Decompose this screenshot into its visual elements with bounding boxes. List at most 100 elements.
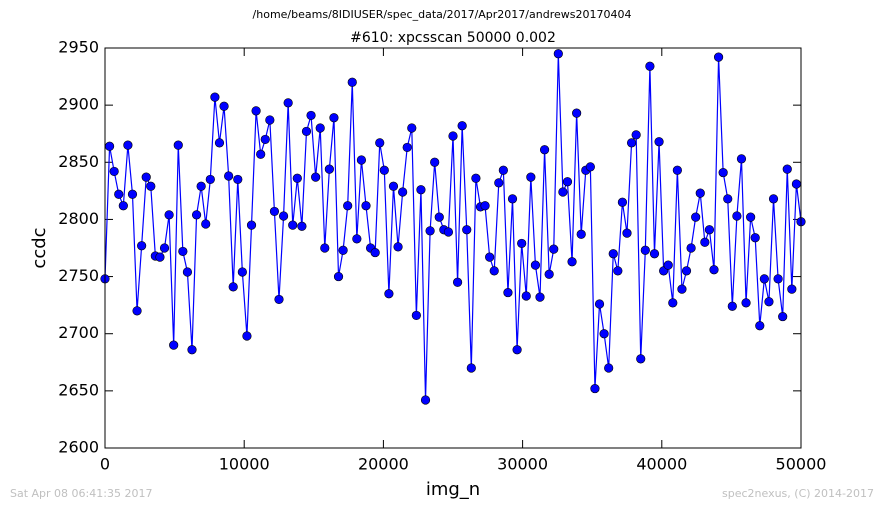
chart-suptitle: /home/beams/8IDIUSER/spec_data/2017/Apr2… [253,8,632,21]
data-point [787,284,797,294]
data-point [503,287,513,298]
data-point [558,187,568,197]
data-point [750,233,760,243]
data-point [379,165,389,175]
data-point [311,172,321,182]
data-point [695,188,705,198]
data-point [521,291,531,301]
y-tick-label: 2950 [58,38,99,57]
data-point [704,225,715,235]
data-point [654,137,664,147]
data-point [269,206,280,217]
data-point [755,321,765,331]
y-tick-label: 2600 [58,438,99,457]
data-point [443,227,454,237]
data-point [539,145,550,155]
data-point [572,108,582,118]
data-point [214,138,225,148]
data-point [700,237,710,247]
data-point [567,257,577,267]
x-tick-label: 0 [100,455,110,474]
data-point [384,289,394,299]
data-point [668,298,678,308]
plot-frame [104,47,802,449]
data-point [237,267,247,277]
data-point [512,345,522,355]
data-point [324,164,334,174]
series-line [104,53,802,401]
data-point [164,210,174,220]
data-point [425,226,435,236]
data-point [645,61,655,71]
data-point [274,294,284,305]
data-point [109,166,119,177]
data-point [297,221,307,231]
data-point [233,174,243,185]
data-point [457,121,467,131]
data-point [736,154,747,164]
data-point [764,297,774,307]
data-point [224,171,234,181]
x-axis-label: img_n [426,479,480,500]
data-point [141,172,151,182]
data-point [617,197,628,207]
data-point [338,245,348,255]
data-point [173,140,183,150]
data-point [768,194,779,204]
x-tick-label: 20000 [358,455,409,474]
data-point [260,134,270,145]
data-point [782,164,792,174]
data-point [196,181,206,191]
data-point [132,306,142,316]
data-point [127,189,138,199]
data-point [191,210,202,220]
data-point [407,123,417,133]
data-point [691,212,701,222]
data-point [104,141,115,151]
data-point [393,242,403,252]
data-point [375,138,385,148]
data-point [201,219,211,229]
data-point [352,234,362,244]
y-tick-label: 2900 [58,95,99,114]
x-tick-label: 50000 [776,455,827,474]
data-point [333,271,344,282]
data-point [649,249,660,259]
data-point [672,165,682,175]
data-point [576,229,586,239]
data-point [452,277,463,287]
data-point [347,77,357,87]
data-point [251,106,261,116]
data-point [791,179,802,189]
data-point [205,174,215,185]
data-point [741,298,751,308]
y-axis-label: ccdc [29,227,50,268]
data-point [137,241,147,251]
data-point [370,247,380,258]
data-point [732,211,742,221]
data-point [278,211,289,221]
data-point [329,113,339,123]
data-point [723,194,733,204]
data-point [553,49,563,59]
data-point [663,260,673,270]
x-tick-label: 30000 [497,455,548,474]
data-point [123,140,133,150]
data-point [169,340,179,350]
data-point [535,292,545,302]
data-point [631,130,641,140]
data-point [778,311,788,322]
data-point [343,201,353,211]
data-point [292,173,302,183]
data-point [388,181,399,191]
data-point [773,274,783,284]
data-point [507,194,518,204]
data-point [686,243,696,253]
data-point [590,383,600,394]
data-point [544,269,554,279]
data-point [759,274,769,284]
data-point [466,363,476,373]
data-point [434,212,444,222]
data-point [398,187,408,197]
